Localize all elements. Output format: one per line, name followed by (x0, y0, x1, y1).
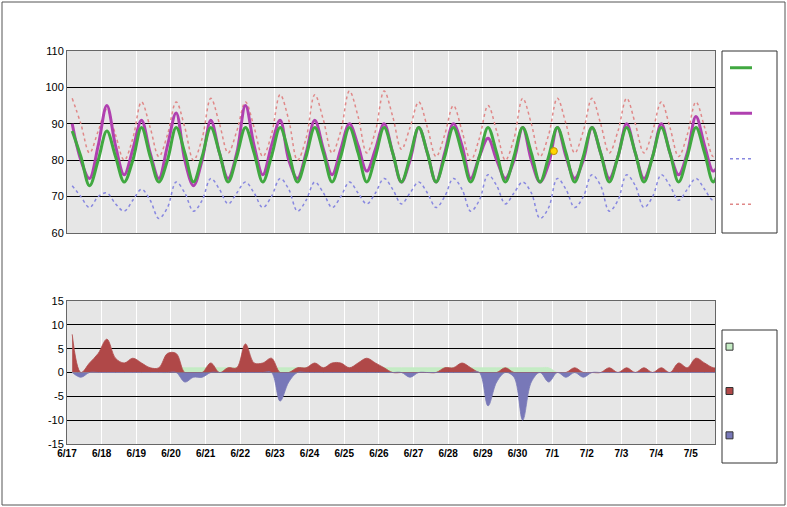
svg-text:110: 110 (46, 45, 64, 57)
svg-text:6/25: 6/25 (334, 448, 354, 459)
svg-text:-10: -10 (48, 414, 64, 426)
svg-text:6/28: 6/28 (438, 448, 458, 459)
svg-text:6/22: 6/22 (231, 448, 251, 459)
svg-text:7/3: 7/3 (614, 448, 628, 459)
svg-text:6/19: 6/19 (127, 448, 147, 459)
svg-text:6/20: 6/20 (161, 448, 181, 459)
svg-text:80: 80 (52, 154, 64, 166)
svg-text:15: 15 (52, 295, 64, 307)
svg-text:7/2: 7/2 (580, 448, 594, 459)
svg-text:0: 0 (58, 366, 64, 378)
svg-text:6/26: 6/26 (369, 448, 389, 459)
svg-text:6/27: 6/27 (404, 448, 424, 459)
svg-text:7/5: 7/5 (684, 448, 698, 459)
svg-text:6/18: 6/18 (92, 448, 112, 459)
svg-text:60: 60 (52, 227, 64, 239)
svg-text:-15: -15 (48, 438, 64, 450)
svg-text:6/17: 6/17 (57, 448, 77, 459)
svg-text:100: 100 (45, 81, 63, 93)
svg-text:70: 70 (52, 190, 64, 202)
svg-text:6/24: 6/24 (300, 448, 320, 459)
svg-text:5: 5 (58, 343, 64, 355)
svg-text:6/21: 6/21 (196, 448, 216, 459)
svg-text:7/1: 7/1 (545, 448, 559, 459)
svg-text:10: 10 (52, 319, 64, 331)
svg-text:90: 90 (52, 118, 64, 130)
svg-text:6/29: 6/29 (473, 448, 493, 459)
svg-text:7/4: 7/4 (649, 448, 663, 459)
svg-text:6/23: 6/23 (265, 448, 285, 459)
svg-text:6/30: 6/30 (508, 448, 528, 459)
svg-text:-5: -5 (54, 390, 64, 402)
